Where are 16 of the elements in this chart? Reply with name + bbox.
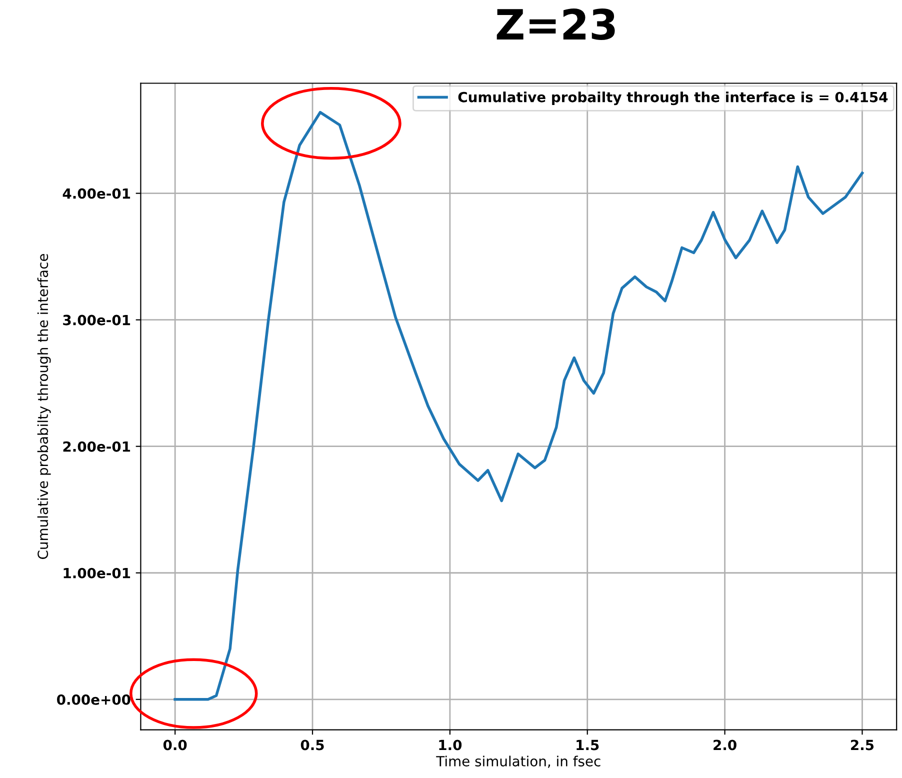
x-axis-title: Time simulation, in fsec [436, 756, 600, 768]
y-axis-title: Cumulative probabilty through the interface [37, 254, 51, 559]
y-tick-label: 2.00e-01 [63, 441, 130, 452]
x-tick-label: 2.0 [714, 740, 736, 750]
chart-title: Z=23 [496, 8, 615, 40]
y-tick-label: 4.00e-01 [62, 188, 130, 199]
y-tick-label: 3.00e-01 [63, 314, 130, 326]
y-tick-label: 1.00e-01 [64, 568, 130, 578]
x-tick-label: 0.0 [163, 740, 187, 750]
x-tick-label: 1.5 [576, 740, 599, 750]
line-series [174, 110, 864, 701]
y-tick-label: 0.00e+00 [57, 694, 130, 705]
legend-label: Cumulative probailty through the interface is = 0.4154 [458, 92, 888, 106]
x-tick-label: 0.5 [300, 740, 324, 750]
x-tick-label: 2.5 [851, 740, 874, 750]
x-tick-label: 1.0 [439, 740, 462, 750]
